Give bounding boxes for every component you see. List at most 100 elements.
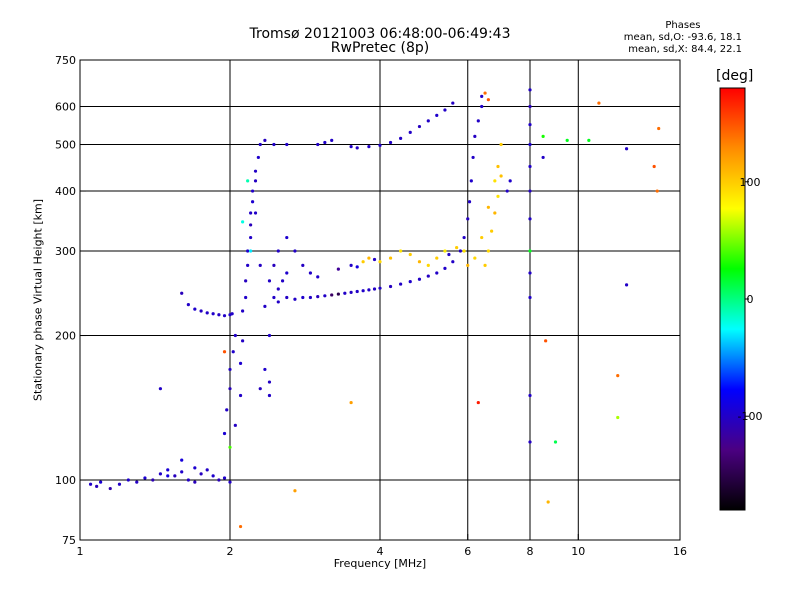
data-point: [349, 145, 353, 149]
y-tick-label: 750: [55, 54, 76, 67]
data-point: [462, 249, 466, 253]
data-point: [528, 271, 532, 275]
data-point: [272, 295, 276, 300]
x-tick-label: 6: [464, 545, 471, 558]
data-point: [95, 484, 99, 488]
data-point: [293, 297, 297, 301]
data-point: [565, 138, 569, 142]
data-point: [528, 88, 532, 92]
data-point: [250, 189, 255, 193]
data-point: [253, 179, 258, 183]
data-point: [199, 472, 203, 476]
data-point: [258, 387, 262, 391]
data-point: [505, 189, 509, 193]
data-point: [378, 143, 382, 147]
data-point: [349, 263, 353, 267]
data-point: [108, 486, 112, 491]
x-axis-label: Frequency [MHz]: [333, 557, 427, 570]
data-point: [528, 295, 532, 300]
data-point: [361, 260, 365, 264]
data-point: [323, 140, 327, 145]
data-point: [435, 256, 439, 260]
data-point: [180, 458, 184, 462]
data-point: [231, 350, 235, 354]
data-point: [372, 257, 377, 262]
data-point: [426, 119, 430, 123]
data-point: [158, 387, 163, 391]
data-point: [541, 134, 545, 138]
data-point: [199, 309, 203, 313]
data-point: [250, 200, 255, 204]
data-point: [480, 235, 484, 240]
data-point: [367, 145, 371, 149]
data-point: [276, 287, 280, 291]
data-point: [249, 235, 253, 240]
data-point: [211, 312, 215, 316]
data-point: [158, 472, 163, 476]
data-point: [486, 205, 490, 209]
data-point: [228, 387, 232, 391]
data-point: [528, 104, 532, 109]
data-point: [151, 478, 155, 482]
data-point: [447, 252, 451, 257]
data-point: [180, 470, 184, 474]
data-point: [249, 249, 253, 253]
data-point: [528, 189, 532, 193]
data-point: [293, 249, 297, 253]
data-point: [258, 263, 262, 267]
data-point: [388, 140, 393, 145]
data-point: [217, 478, 221, 482]
x-tick-label: 10: [571, 545, 585, 558]
data-point: [624, 283, 629, 287]
data-point: [222, 314, 227, 318]
data-point: [616, 415, 620, 420]
data-point: [253, 169, 258, 173]
data-point: [330, 293, 334, 297]
data-point: [233, 333, 237, 338]
data-point: [186, 302, 190, 307]
data-point: [238, 361, 243, 365]
data-point: [238, 393, 243, 398]
data-point: [476, 400, 480, 405]
data-point: [238, 524, 243, 529]
data-point: [280, 279, 285, 283]
phase-stats: Phases mean, sd,O: -93.6, 18.1 mean, sd,…: [624, 20, 742, 56]
data-point: [435, 271, 439, 275]
data-point: [276, 249, 280, 253]
x-tick-label: 8: [527, 545, 534, 558]
data-point: [349, 290, 353, 294]
data-point: [399, 136, 403, 140]
data-point: [308, 295, 313, 300]
data-point: [355, 265, 359, 269]
data-point: [143, 476, 147, 480]
data-point: [211, 474, 215, 478]
data-point: [126, 478, 130, 482]
y-tick-label: 100: [55, 474, 76, 487]
data-point: [528, 123, 532, 127]
data-point: [462, 235, 466, 240]
data-point: [496, 164, 500, 169]
phase-stats-x: mean, sd,X: 84.4, 22.1: [628, 44, 742, 55]
data-point: [263, 304, 267, 309]
data-point: [228, 480, 232, 484]
data-point: [267, 393, 272, 398]
data-point: [544, 339, 548, 343]
data-point: [528, 440, 532, 444]
data-point: [217, 313, 221, 317]
data-point: [228, 367, 232, 372]
data-point: [493, 211, 497, 215]
phase-stats-o: mean, sd,O: -93.6, 18.1: [623, 32, 742, 43]
data-point: [249, 223, 253, 227]
data-point: [241, 339, 245, 343]
data-point: [372, 287, 377, 291]
data-point: [616, 374, 620, 378]
data-point: [222, 476, 227, 480]
data-point: [249, 211, 253, 215]
data-point: [367, 256, 371, 260]
data-point: [652, 164, 656, 169]
phase-stats-title: Phases: [665, 20, 701, 31]
data-point: [486, 249, 490, 253]
colorbar-title: [deg]: [716, 68, 754, 84]
x-tick-label: 1: [77, 545, 84, 558]
